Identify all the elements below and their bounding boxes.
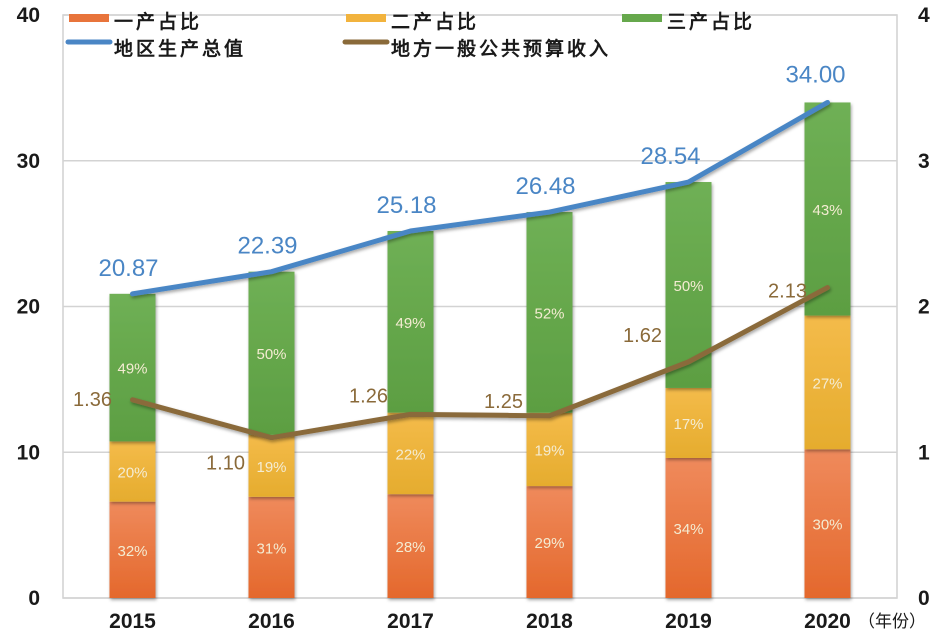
bar-segment-secondary bbox=[387, 412, 434, 495]
legend-label-revenue: 地方一般公共预算收入 bbox=[391, 37, 611, 60]
bar-segment-tertiary bbox=[109, 293, 156, 442]
y-right-tick-label: 0 bbox=[918, 587, 930, 610]
revenue-value-label: 1.26 bbox=[349, 385, 388, 407]
y-right-tick-label: 4 bbox=[918, 4, 930, 27]
x-tick-label: 2015 bbox=[109, 610, 156, 633]
legend-label-tertiary: 三产占比 bbox=[667, 10, 755, 33]
y-left-tick-label: 0 bbox=[28, 587, 40, 610]
pct-label-secondary: 19% bbox=[256, 459, 286, 476]
y-left-tick-label: 30 bbox=[17, 150, 40, 173]
legend-label-gdp: 地区生产总值 bbox=[114, 37, 246, 60]
pct-label-primary: 31% bbox=[256, 540, 286, 557]
pct-label-primary: 29% bbox=[534, 535, 564, 552]
legend-swatch-secondary bbox=[346, 14, 386, 22]
gdp-value-label: 34.00 bbox=[785, 61, 845, 88]
y-left-tick-label: 10 bbox=[17, 441, 40, 464]
gdp-value-label: 28.54 bbox=[640, 143, 700, 170]
revenue-value-label: 2.13 bbox=[768, 281, 807, 303]
x-tick-label: 2020 bbox=[804, 610, 851, 633]
bar-segment-secondary bbox=[248, 434, 295, 497]
legend: 一产占比 二产占比 三产占比 地区生产总值 地方一般公共预算收入 bbox=[65, 10, 755, 60]
pct-label-secondary: 19% bbox=[534, 442, 564, 459]
x-tick-label: 2017 bbox=[387, 610, 434, 633]
x-tick-label: 2018 bbox=[526, 610, 573, 633]
axes: 0 10 20 30 40 0 1 2 3 4 2015 2016 2017 2018 2019 2020 （年… bbox=[17, 4, 930, 633]
bar-segment-primary bbox=[387, 494, 434, 598]
pct-label-tertiary: 50% bbox=[256, 346, 286, 363]
bar-segment-tertiary bbox=[804, 102, 851, 316]
line-series bbox=[130, 99, 830, 441]
bar-segment-primary bbox=[804, 449, 851, 598]
revenue-value-label: 1.36 bbox=[73, 389, 112, 411]
bar-segment-secondary bbox=[665, 387, 712, 458]
x-tick-label: 2019 bbox=[665, 610, 712, 633]
revenue-value-label: 1.10 bbox=[206, 453, 245, 475]
pct-label-tertiary: 52% bbox=[534, 305, 564, 322]
x-tick-label: 2016 bbox=[248, 610, 295, 633]
line-gdp bbox=[130, 99, 830, 297]
legend-swatch-primary bbox=[69, 14, 109, 22]
legend-label-primary: 一产占比 bbox=[114, 10, 202, 33]
bar-segment-tertiary bbox=[387, 231, 434, 413]
bar-segment-secondary bbox=[526, 412, 573, 487]
pct-label-tertiary: 49% bbox=[395, 315, 425, 332]
stacked-bars bbox=[109, 102, 851, 598]
y-right-tick-label: 3 bbox=[918, 150, 930, 173]
bar-segment-tertiary bbox=[526, 212, 573, 413]
y-right-tick-label: 2 bbox=[918, 296, 930, 319]
line-revenue bbox=[130, 285, 830, 441]
gdp-value-label: 20.87 bbox=[98, 255, 158, 282]
pct-label-secondary: 20% bbox=[117, 465, 147, 482]
gdp-value-label: 22.39 bbox=[237, 233, 297, 260]
bar-segment-primary bbox=[248, 496, 295, 598]
y-left-tick-label: 40 bbox=[17, 4, 40, 27]
pct-label-secondary: 17% bbox=[673, 416, 703, 433]
pct-label-primary: 28% bbox=[395, 539, 425, 556]
gdp-value-label: 25.18 bbox=[376, 192, 436, 219]
pct-label-secondary: 27% bbox=[812, 375, 842, 392]
pct-label-primary: 32% bbox=[117, 543, 147, 560]
legend-swatch-tertiary bbox=[622, 14, 662, 22]
revenue-value-label: 1.25 bbox=[484, 391, 523, 413]
pct-label-secondary: 22% bbox=[395, 446, 425, 463]
bar-segment-primary bbox=[665, 457, 712, 598]
y-right-tick-label: 1 bbox=[918, 441, 930, 464]
gridlines bbox=[62, 14, 898, 599]
legend-label-secondary: 二产占比 bbox=[391, 10, 479, 33]
revenue-value-label: 1.62 bbox=[623, 325, 662, 347]
y-left-tick-label: 20 bbox=[17, 296, 40, 319]
pct-label-tertiary: 50% bbox=[673, 278, 703, 295]
bar-segment-tertiary bbox=[248, 271, 295, 435]
pct-label-primary: 30% bbox=[812, 517, 842, 534]
x-axis-unit-label: （年份） bbox=[858, 612, 926, 632]
pct-label-tertiary: 49% bbox=[117, 361, 147, 378]
bar-segment-primary bbox=[109, 501, 156, 598]
bar-segment-secondary bbox=[804, 315, 851, 450]
bar-segment-secondary bbox=[109, 441, 156, 502]
gdp-value-label: 26.48 bbox=[515, 173, 575, 200]
pct-label-tertiary: 43% bbox=[812, 202, 842, 219]
pct-label-primary: 34% bbox=[673, 521, 703, 538]
data-labels: 32% 20% 49% 31% 19% 50% 28% 22% 49% 29% 19% 52% 34% 1… bbox=[73, 61, 846, 559]
bar-segment-primary bbox=[526, 486, 573, 598]
